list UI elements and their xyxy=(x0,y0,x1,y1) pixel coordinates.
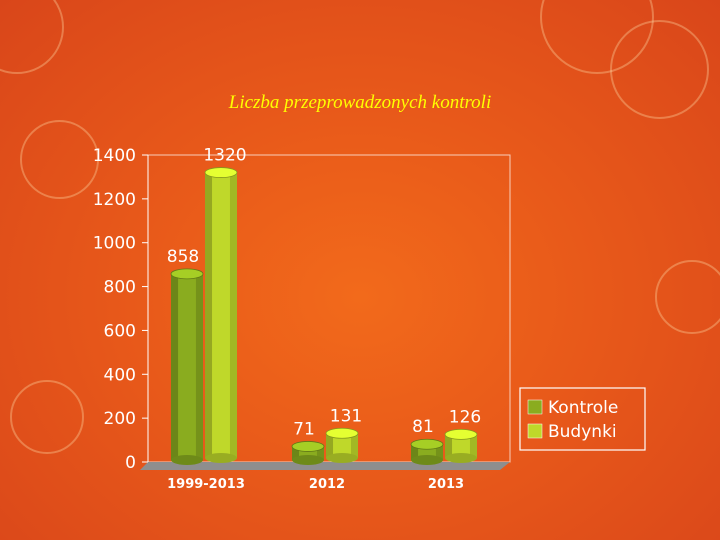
y-tick-label: 0 xyxy=(125,453,136,473)
chart-title: Liczba przeprowadzonych kontroli xyxy=(228,92,492,113)
bar-shade xyxy=(205,172,213,459)
decorative-circle xyxy=(20,120,99,199)
data-label: 131 xyxy=(330,406,362,426)
bar-top xyxy=(204,167,238,178)
bar-shade xyxy=(411,444,419,460)
bar-base xyxy=(205,453,237,463)
y-tick-label: 800 xyxy=(104,278,136,298)
y-tick-label: 200 xyxy=(104,409,136,429)
y-tick-label: 1400 xyxy=(93,146,136,166)
data-label: 858 xyxy=(167,247,199,267)
category-label: 2012 xyxy=(309,477,345,492)
bar-base xyxy=(292,455,324,465)
bar-top xyxy=(170,268,204,280)
bar-shade xyxy=(229,172,237,459)
legend-label: Kontrole xyxy=(548,398,618,418)
bar-top xyxy=(410,438,444,450)
bar-shade xyxy=(469,434,477,458)
bar-body xyxy=(445,434,477,458)
y-tick-label: 1200 xyxy=(93,190,136,210)
bar-base xyxy=(411,455,443,465)
bar-shade xyxy=(195,273,203,460)
bar-top xyxy=(444,428,478,440)
y-tick-label: 600 xyxy=(104,321,136,341)
category-label: 1999-2013 xyxy=(167,477,245,492)
bar-top xyxy=(291,441,325,452)
bar-shade xyxy=(350,433,358,458)
decorative-circle xyxy=(655,260,720,334)
data-label: 126 xyxy=(449,407,481,427)
bar-shade xyxy=(435,444,443,460)
bar-shade xyxy=(445,434,453,458)
legend-swatch xyxy=(527,423,543,439)
data-label: 1320 xyxy=(203,146,246,166)
legend-swatch xyxy=(527,399,543,415)
bar-shade xyxy=(326,433,334,458)
bar-shade xyxy=(292,446,300,460)
bar-top xyxy=(325,427,359,439)
bar-shade xyxy=(171,273,179,460)
category-label: 2013 xyxy=(428,477,464,492)
bar-base xyxy=(171,455,203,465)
bar-base xyxy=(445,453,477,463)
y-tick-label: 400 xyxy=(104,365,136,385)
y-tick-label: 1000 xyxy=(93,234,136,254)
data-label: 81 xyxy=(412,417,434,437)
data-label: 71 xyxy=(293,419,315,439)
legend-label: Budynki xyxy=(548,422,617,442)
decorative-circle xyxy=(10,380,84,454)
legend-box xyxy=(519,387,646,451)
bar-base xyxy=(326,453,358,463)
bar-shade xyxy=(316,446,324,460)
